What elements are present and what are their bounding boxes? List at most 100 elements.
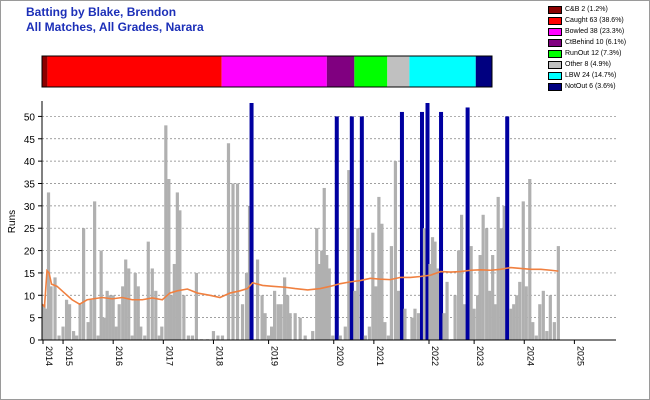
innings-bar: [445, 281, 449, 340]
innings-bar: [353, 290, 357, 340]
legend-label: Bowled 38 (23.3%): [565, 28, 625, 35]
innings-bar: [410, 317, 414, 340]
innings-bar: [157, 335, 161, 340]
innings-bar: [182, 295, 186, 340]
innings-bar: [481, 214, 485, 340]
legend-label: Caught 63 (38.6%): [565, 17, 624, 24]
chart-title: Batting by Blake, Brendon: [26, 5, 177, 19]
legend-swatch: [548, 6, 562, 14]
x-tick-label: 2021: [375, 346, 385, 366]
innings-bar: [124, 259, 128, 340]
x-tick-label: 2017: [164, 346, 174, 366]
innings-bar: [459, 214, 464, 340]
innings-bar: [96, 335, 100, 340]
innings-bar: [61, 326, 65, 340]
dismissal-segment: [354, 56, 388, 87]
innings-bar: [276, 304, 280, 340]
innings-bar: [105, 290, 109, 340]
y-tick-label: 45: [24, 135, 36, 146]
innings-bar: [255, 259, 260, 340]
innings-bar: [416, 313, 421, 340]
dismissal-segment: [42, 56, 48, 87]
innings-bar: [413, 308, 417, 340]
innings-bar: [521, 201, 525, 340]
innings-bar-notout: [505, 116, 510, 340]
innings-bar: [114, 326, 118, 340]
innings-bar: [178, 210, 182, 340]
legend-item: Bowled 38 (23.3%): [548, 26, 648, 37]
y-tick-label: 10: [24, 291, 36, 302]
x-tick-label: 2015: [64, 346, 74, 366]
legend-swatch: [548, 83, 562, 91]
y-tick-label: 25: [24, 224, 36, 235]
innings-bar: [175, 192, 179, 340]
innings-bar: [53, 277, 57, 340]
innings-bar: [44, 308, 49, 340]
innings-bar: [99, 250, 103, 340]
legend-label: Other 8 (4.9%): [565, 61, 611, 68]
innings-bar: [194, 272, 199, 340]
dismissal-segment: [47, 56, 222, 87]
innings-bar: [146, 241, 150, 340]
innings-bar: [343, 326, 347, 340]
innings-bar: [545, 331, 549, 340]
innings-bar: [311, 331, 315, 340]
innings-bar: [499, 228, 503, 340]
innings-bar: [86, 322, 90, 340]
innings-bar: [512, 304, 516, 340]
innings-bar: [488, 290, 492, 340]
innings-bar-notout: [334, 116, 339, 340]
innings-bar: [288, 313, 292, 340]
innings-bar: [463, 304, 467, 340]
x-tick-label: 2018: [214, 346, 224, 366]
x-tick-label: 2014: [44, 346, 54, 366]
innings-bar: [108, 295, 112, 340]
innings-bar: [502, 205, 506, 340]
legend-item: NotOut 6 (3.6%): [548, 81, 648, 92]
innings-bar: [71, 331, 76, 340]
innings-bar: [172, 263, 176, 340]
legend-swatch: [548, 17, 562, 25]
innings-bar: [286, 295, 290, 340]
innings-bar: [367, 326, 371, 340]
innings-bar-notout: [349, 116, 354, 340]
innings-bar: [89, 299, 93, 340]
innings-bar: [386, 335, 391, 340]
legend-item: Caught 63 (38.6%): [548, 15, 648, 26]
innings-bar: [93, 201, 97, 340]
legend-item: Other 8 (4.9%): [548, 59, 648, 70]
dismissal-segment: [475, 56, 492, 87]
innings-bar: [78, 304, 82, 340]
innings-bar: [531, 322, 535, 340]
innings-bar: [433, 241, 437, 340]
innings-bar: [150, 268, 154, 340]
legend-label: RunOut 12 (7.3%): [565, 50, 622, 57]
innings-bar: [380, 223, 384, 340]
innings-bar: [478, 255, 482, 340]
innings-bar: [102, 317, 106, 340]
x-tick-label: 2022: [430, 346, 440, 366]
innings-bar: [518, 281, 522, 340]
innings-bar: [136, 286, 140, 340]
innings-bar: [244, 272, 249, 340]
innings-bar: [130, 335, 134, 340]
innings-bar: [211, 331, 216, 340]
innings-bar-notout: [465, 107, 470, 340]
y-tick-label: 15: [24, 269, 36, 280]
innings-bar: [509, 308, 513, 340]
innings-bar: [436, 268, 440, 340]
legend-label: LBW 24 (14.7%): [565, 72, 617, 79]
innings-bar: [556, 246, 560, 340]
innings-bar: [82, 228, 86, 340]
innings-bar: [283, 277, 287, 340]
innings-bar: [371, 232, 375, 340]
innings-bar: [389, 246, 394, 340]
innings-bar: [327, 268, 331, 340]
innings-bar: [298, 317, 302, 340]
x-tick-label: 2023: [475, 346, 485, 366]
innings-bar: [393, 161, 398, 340]
innings-bar: [548, 295, 552, 340]
innings-bar: [515, 295, 519, 340]
innings-bar: [111, 295, 115, 340]
